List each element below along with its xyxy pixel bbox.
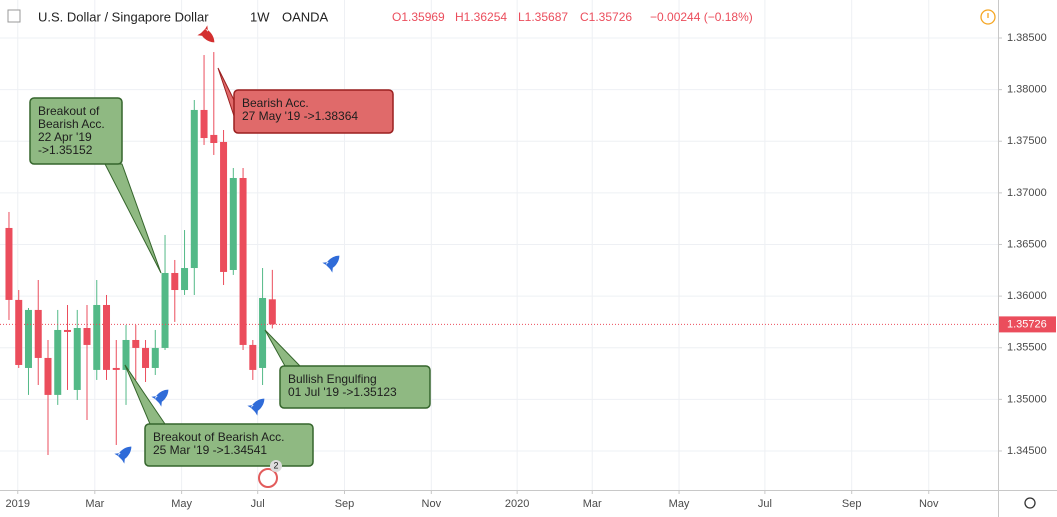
x-tick-label: Mar [85, 498, 104, 510]
annotation-text: 22 Apr '19 [38, 130, 92, 144]
source: OANDA [282, 9, 329, 24]
candle-body [15, 299, 23, 365]
annotation-box [29, 97, 123, 165]
candle-body [5, 227, 13, 300]
y-tick-label: 1.36500 [1007, 238, 1047, 250]
candle-body [200, 109, 208, 139]
candle-body [210, 134, 218, 143]
candle-body [151, 347, 159, 368]
candle-body [122, 339, 130, 370]
symbol: U.S. Dollar / Singapore Dollar [38, 9, 209, 24]
x-tick-label: May [171, 498, 192, 510]
signal-icon-body [114, 446, 132, 464]
annotation-text: 27 May '19 ->1.38364 [242, 109, 358, 123]
candle-body [54, 329, 62, 395]
y-tick-label: 1.35000 [1007, 393, 1047, 405]
candle-body [161, 272, 169, 348]
candle-body [63, 329, 71, 332]
signal-icon-body [197, 25, 215, 43]
x-tick-label: Mar [583, 498, 602, 510]
x-tick-label: 2020 [505, 498, 529, 510]
candles [5, 52, 276, 455]
annotation-box [144, 423, 314, 467]
y-tick-label: 1.37500 [1007, 135, 1047, 147]
annotation-text: 01 Jul '19 ->1.35123 [288, 385, 397, 399]
annotation-text: Bullish Engulfing [288, 372, 377, 386]
signal-icon [322, 255, 340, 273]
settings-icon[interactable] [1024, 497, 1036, 509]
y-tick-label: 1.35500 [1007, 342, 1047, 354]
candle-body [132, 339, 140, 348]
ohlc-close: C1.35726 [580, 10, 632, 24]
alert-icon[interactable] [980, 9, 996, 25]
x-tick-label: Jul [251, 498, 265, 510]
candle-body [93, 304, 101, 370]
annotation-text: Breakout of [38, 104, 100, 118]
candle-body [24, 309, 32, 368]
candle-body [268, 299, 276, 325]
candle-body [190, 109, 198, 269]
annotation-box [233, 89, 394, 134]
annotation-text: 25 Mar '19 ->1.34541 [153, 443, 267, 457]
candle-body [181, 268, 189, 291]
event-badge-text: 2 [273, 460, 278, 470]
x-tick-label: Sep [842, 498, 862, 510]
signal-icon [114, 446, 132, 464]
signal-icon [151, 389, 169, 407]
x-tick-label: Nov [919, 498, 939, 510]
candle-body [83, 328, 91, 345]
header: U.S. Dollar / Singapore Dollar 1W OANDA … [7, 9, 996, 25]
annotation-text: Bearish Acc. [38, 117, 105, 131]
candle-body [112, 367, 120, 370]
annotation-text: ->1.35152 [38, 143, 93, 157]
y-tick-label: 1.36000 [1007, 290, 1047, 302]
last-price-tag [999, 316, 1056, 333]
candle-body [229, 177, 237, 270]
candle-body [220, 141, 228, 272]
candle-body [73, 328, 81, 390]
y-tick-label: 1.37000 [1007, 187, 1047, 199]
x-tick-label: 2019 [6, 498, 30, 510]
event-badge [270, 460, 282, 472]
candle-body [44, 357, 52, 395]
signal-icon-body [151, 389, 169, 407]
annotation: Bearish Acc.27 May '19 ->1.38364 [217, 67, 394, 134]
y-tick-label: 1.34500 [1007, 445, 1047, 457]
signal-icon [247, 398, 265, 416]
y-tick-label: 1.38000 [1007, 84, 1047, 96]
signal-icon-body [247, 398, 265, 416]
candle-body [171, 272, 179, 291]
event-icon [258, 468, 278, 488]
annotation-text: Breakout of Bearish Acc. [153, 430, 284, 444]
annotation-text: Bearish Acc. [242, 96, 309, 110]
x-tick-label: Sep [335, 498, 355, 510]
candle-body [249, 344, 257, 370]
interval: 1W [250, 9, 270, 24]
ohlc-open: O1.35969 [392, 10, 445, 24]
ohlc-change: −0.00244 (−0.18%) [650, 10, 753, 24]
ohlc-low: L1.35687 [518, 10, 568, 24]
annotation-box [279, 365, 431, 409]
candle-body [142, 347, 150, 368]
signal-icon-body [322, 255, 340, 273]
candle-body [239, 177, 247, 345]
candle-body [103, 304, 111, 370]
signal-icon [197, 25, 215, 43]
candle-body [259, 297, 267, 368]
candle-body [34, 309, 42, 358]
x-tick-label: May [669, 498, 690, 510]
ohlc-high: H1.36254 [455, 10, 507, 24]
y-tick-label: 1.38500 [1007, 32, 1047, 44]
compare-checkbox[interactable] [7, 9, 21, 23]
x-tick-label: Jul [758, 498, 772, 510]
annotation: Breakout of Bearish Acc.25 Mar '19 ->1.3… [124, 364, 314, 467]
last-price-label: 1.35726 [1007, 318, 1047, 330]
x-tick-label: Nov [422, 498, 442, 510]
